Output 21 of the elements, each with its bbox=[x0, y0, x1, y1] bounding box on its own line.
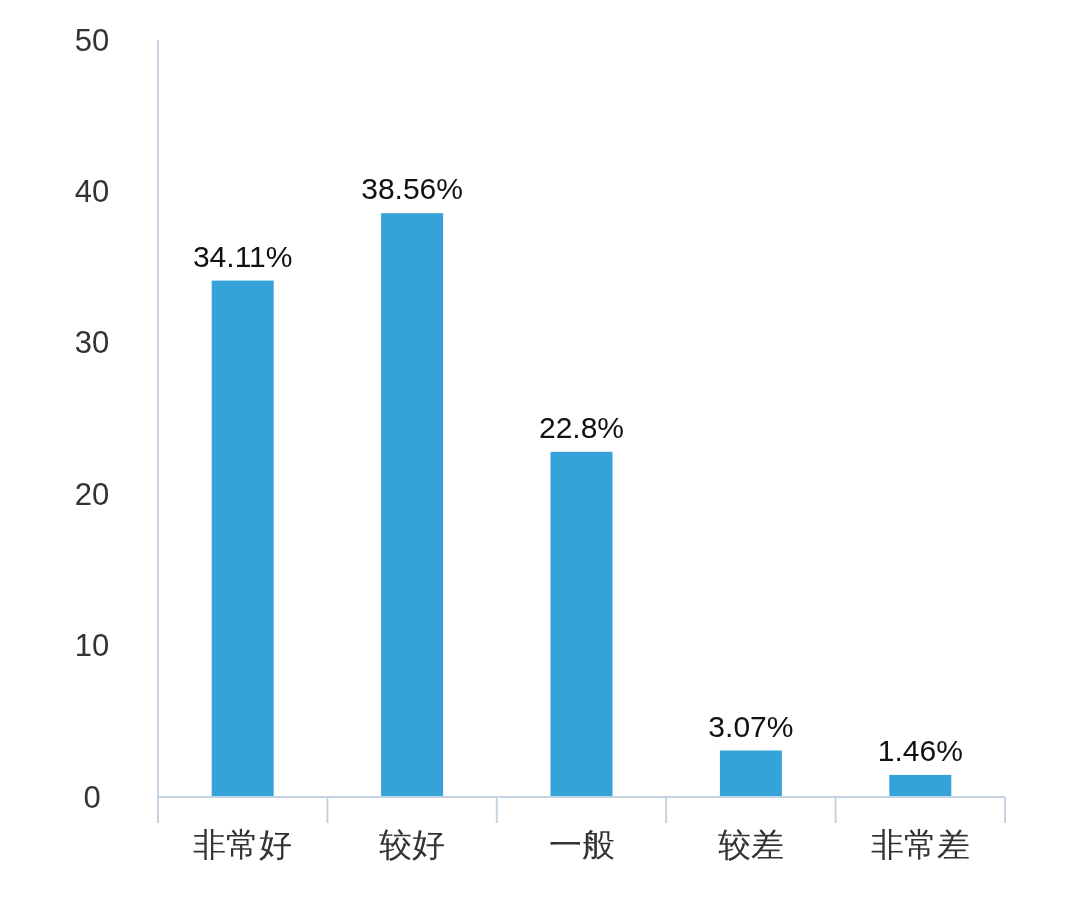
data-label: 3.07% bbox=[708, 709, 794, 743]
data-label: 22.8% bbox=[538, 410, 625, 444]
y-tick-label: 30 bbox=[74, 325, 110, 361]
data-label: 38.56% bbox=[361, 172, 463, 206]
data-label: 34.11% bbox=[192, 239, 293, 273]
bar bbox=[381, 213, 444, 797]
bar bbox=[550, 451, 613, 797]
y-tick-label: 20 bbox=[74, 476, 110, 512]
bar bbox=[719, 750, 782, 797]
x-tick-label: 较差 bbox=[717, 826, 784, 863]
y-tick-label: 0 bbox=[83, 779, 101, 815]
y-tick-label: 40 bbox=[74, 173, 110, 209]
y-tick-label: 50 bbox=[74, 22, 110, 58]
y-tick-label: 10 bbox=[74, 628, 110, 664]
x-tick-label: 非常差 bbox=[870, 826, 970, 863]
x-tick-label: 较好 bbox=[379, 826, 446, 863]
x-tick-label: 一般 bbox=[548, 826, 615, 863]
x-tick-label: 非常好 bbox=[193, 826, 293, 863]
bar bbox=[211, 280, 274, 797]
data-label: 1.46% bbox=[877, 733, 963, 767]
bar bbox=[889, 774, 952, 797]
